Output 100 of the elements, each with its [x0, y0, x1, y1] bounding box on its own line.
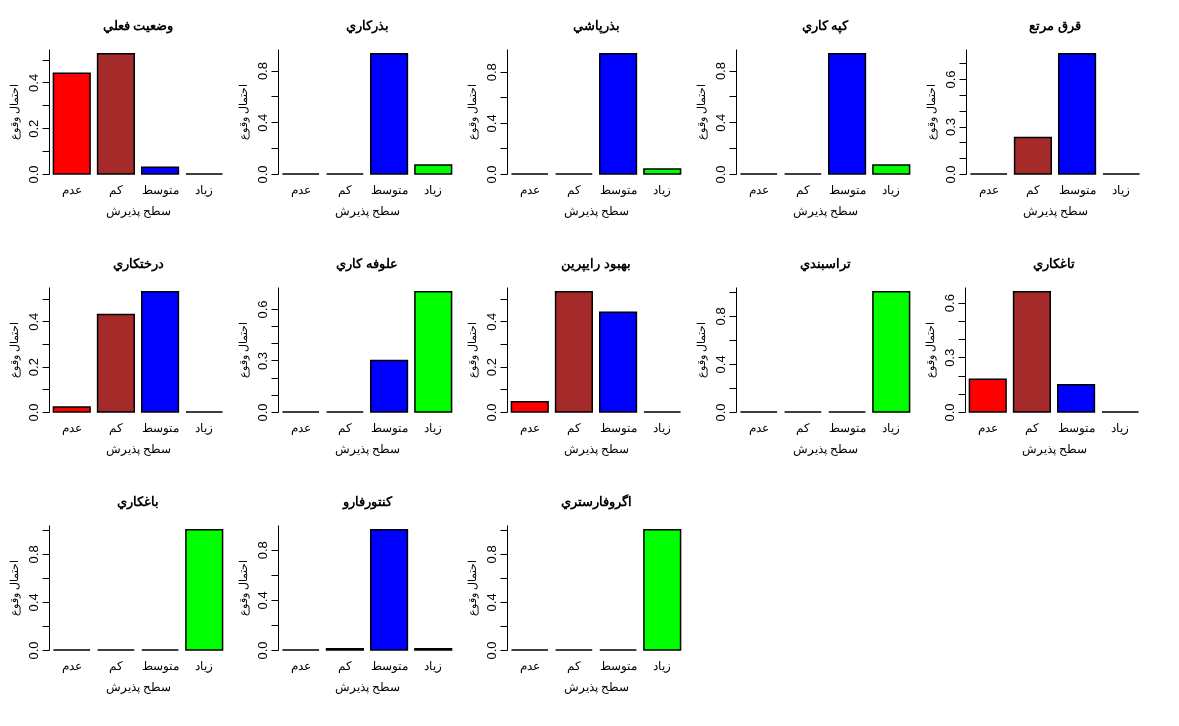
x-tick-label: عدم: [519, 420, 540, 435]
y-tick-label: 0.4: [25, 73, 41, 92]
y-tick-label: 0.6: [254, 300, 270, 319]
x-tick-label: كم: [108, 420, 123, 435]
x-tick-label: متوسط: [599, 182, 637, 197]
x-axis-title: سطح پذيرش: [105, 441, 172, 456]
x-tick-label: زياد: [195, 182, 214, 197]
bar: [52, 406, 91, 413]
x-tick-label: زياد: [653, 420, 672, 435]
x-tick-label: متوسط: [1058, 182, 1096, 197]
x-axis-title: سطح پذيرش: [105, 679, 172, 694]
y-tick-label: 0.3: [254, 351, 270, 371]
x-tick-label: كم: [795, 182, 810, 197]
x-tick-label: عدم: [290, 420, 311, 435]
y-tick-label: 0.4: [25, 593, 41, 612]
x-tick-label: كم: [566, 420, 581, 435]
y-tick-label: 0.0: [483, 165, 499, 184]
x-axis-title: سطح پذيرش: [1021, 441, 1088, 456]
x-tick-label: كم: [337, 182, 352, 197]
y-axis-title: احتمال وقوع: [7, 559, 21, 617]
y-axis-title: احتمال وقوع: [465, 83, 479, 141]
y-tick-label: 0.8: [483, 63, 499, 82]
x-tick-label: زياد: [1112, 182, 1131, 197]
x-tick-label: زياد: [653, 658, 672, 673]
x-axis-title: سطح پذيرش: [334, 203, 401, 218]
x-tick-label: متوسط: [828, 182, 866, 197]
bar: [96, 53, 135, 175]
x-tick-label: عدم: [61, 420, 82, 435]
x-tick-label: كم: [566, 658, 581, 673]
x-tick-label: كم: [795, 420, 810, 435]
x-tick-label: زياد: [424, 182, 443, 197]
x-tick-label: عدم: [519, 658, 540, 673]
x-tick-label: زياد: [195, 658, 214, 673]
y-tick-label: 0.2: [483, 358, 499, 377]
chart-title: علوفه كاري: [336, 256, 398, 272]
y-axis-title: احتمال وقوع: [465, 321, 479, 379]
y-tick-label: 0.0: [941, 403, 957, 422]
x-tick-label: متوسط: [828, 420, 866, 435]
x-tick-label: عدم: [748, 182, 769, 197]
y-tick-label: 0.0: [483, 403, 499, 422]
x-tick-label: كم: [566, 182, 581, 197]
x-axis-title: سطح پذيرش: [563, 679, 630, 694]
y-tick-label: 0.0: [254, 403, 270, 422]
x-tick-label: متوسط: [141, 182, 179, 197]
bar: [599, 311, 638, 413]
x-tick-label: متوسط: [599, 420, 637, 435]
x-tick-label: كم: [337, 420, 352, 435]
chart-title: باغكاري: [117, 494, 159, 510]
y-tick-label: 0.4: [483, 593, 499, 612]
x-tick-label: متوسط: [370, 182, 408, 197]
x-tick-label: زياد: [195, 420, 214, 435]
y-tick-label: 0.4: [254, 113, 270, 132]
x-tick-label: زياد: [1111, 420, 1130, 435]
bar: [554, 291, 593, 413]
y-axis-title: احتمال وقوع: [694, 83, 708, 141]
bar: [370, 529, 409, 651]
x-axis-title: سطح پذيرش: [563, 203, 630, 218]
chart-title: بهبود رايپرين: [561, 256, 631, 272]
x-tick-label: عدم: [978, 182, 999, 197]
x-tick-label: كم: [108, 182, 123, 197]
x-axis-title: سطح پذيرش: [1022, 203, 1089, 218]
x-tick-label: زياد: [882, 182, 901, 197]
x-tick-label: زياد: [882, 420, 901, 435]
x-axis-title: سطح پذيرش: [334, 441, 401, 456]
y-tick-label: 0.0: [712, 403, 728, 422]
y-tick-label: 0.0: [483, 641, 499, 660]
y-tick-label: 0.4: [712, 113, 728, 132]
y-tick-label: 0.0: [254, 165, 270, 184]
y-axis-title: احتمال وقوع: [7, 321, 21, 379]
bar: [510, 401, 549, 413]
x-tick-label: كم: [108, 658, 123, 673]
x-tick-label: متوسط: [1057, 420, 1095, 435]
bar: [1012, 290, 1051, 413]
bar: [141, 291, 180, 413]
chart-title: كپه كاري: [801, 18, 850, 34]
x-tick-label: كم: [1025, 182, 1040, 197]
chart-title: وضعيت فعلي: [102, 18, 174, 34]
y-tick-label: 0.2: [25, 358, 41, 377]
x-tick-label: كم: [337, 658, 352, 673]
y-axis-title: احتمال وقوع: [923, 321, 937, 379]
x-axis-title: سطح پذيرش: [792, 203, 859, 218]
y-tick-label: 0.8: [712, 62, 728, 81]
y-axis-title: احتمال وقوع: [236, 321, 250, 379]
y-axis-title: احتمال وقوع: [924, 83, 938, 141]
chart-title: قرق مرتع: [1029, 18, 1081, 34]
x-tick-label: متوسط: [370, 420, 408, 435]
x-tick-label: متوسط: [141, 658, 179, 673]
x-tick-label: عدم: [61, 182, 82, 197]
bar: [52, 72, 91, 175]
y-tick-label: 0.4: [483, 312, 499, 331]
y-axis-title: احتمال وقوع: [7, 83, 21, 141]
bar: [1057, 383, 1096, 413]
y-tick-label: 0.8: [483, 545, 499, 564]
bar: [96, 313, 135, 413]
bar: [1058, 53, 1097, 175]
y-tick-label: 0.3: [942, 117, 958, 137]
x-tick-label: عدم: [61, 658, 82, 673]
y-tick-label: 0.4: [483, 114, 499, 133]
x-tick-label: عدم: [519, 182, 540, 197]
x-tick-label: عدم: [977, 420, 998, 435]
